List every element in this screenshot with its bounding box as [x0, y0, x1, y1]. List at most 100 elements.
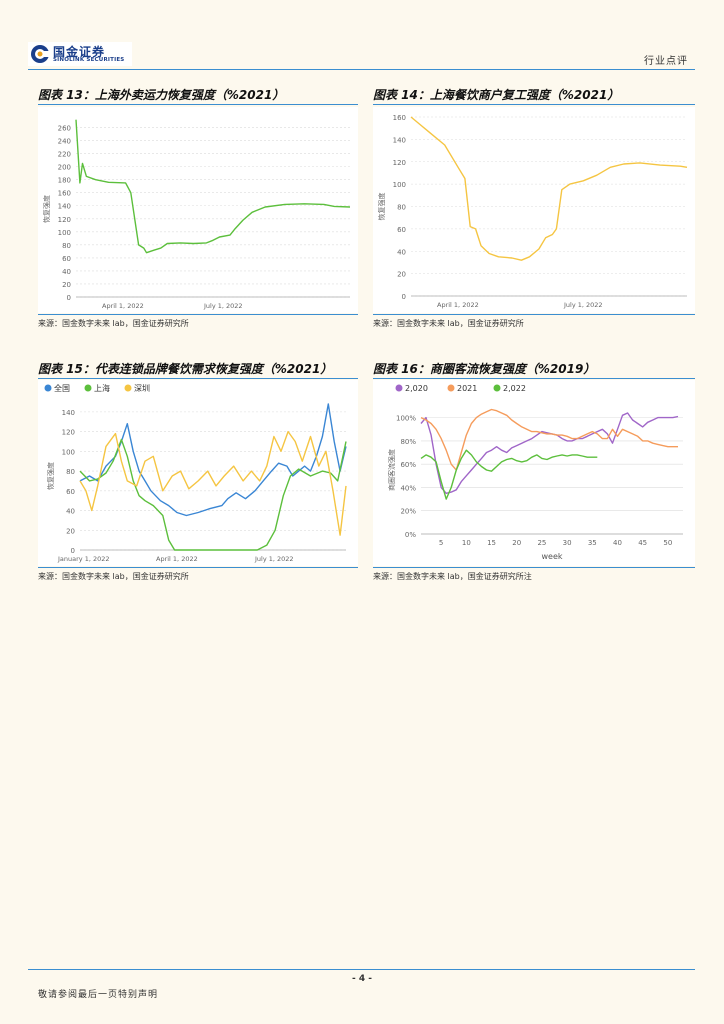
- legend-label: 全国: [54, 383, 70, 393]
- y-tick-label: 200: [58, 164, 71, 172]
- y-tick-label: 120: [62, 429, 75, 437]
- x-tick-label: 15: [487, 539, 496, 547]
- source-divider: [38, 567, 358, 568]
- y-axis-label: 恢复强度: [42, 195, 51, 223]
- page-number: - 4 -: [352, 974, 372, 984]
- y-tick-label: 0%: [405, 531, 416, 539]
- logo-english-name: SINOLINK SECURITIES: [53, 57, 125, 63]
- y-tick-label: 120: [58, 216, 71, 224]
- x-tick-label: 50: [663, 539, 672, 547]
- y-tick-label: 240: [58, 138, 71, 146]
- y-tick-label: 220: [58, 151, 71, 159]
- y-tick-label: 20: [62, 281, 71, 289]
- figure-title: 图表 16：商圈客流恢复强度（%2019）: [373, 362, 596, 376]
- y-tick-label: 80: [66, 468, 75, 476]
- x-tick-label: 10: [462, 539, 471, 547]
- footer-disclaimer: 敬请参阅最后一页特别声明: [38, 990, 159, 1000]
- y-tick-label: 120: [393, 159, 406, 167]
- series-line: [410, 116, 688, 261]
- legend-label: 上海: [94, 383, 110, 393]
- chart-13: 0 20 40 60 80 100 120 140 160 180 200 220 240 260 Apri…: [38, 107, 358, 313]
- y-tick-label: 140: [62, 409, 75, 417]
- chart-16-svg: 0% 20% 40% 60% 80% 100% 5 10 15 20 25 30 35 40 45 50 商圈客…: [387, 384, 683, 561]
- x-tick-label: 20: [512, 539, 521, 547]
- y-axis-label: 恢复强度: [46, 462, 55, 490]
- page-header: 国金证券 SINOLINK SECURITIES 行业点评: [0, 0, 724, 80]
- figure-14: 图表 14：上海餐饮商户复工强度（%2021） 0 20 40 60 80 100 120 1…: [373, 86, 695, 336]
- x-tick-label: 5: [439, 539, 443, 547]
- title-divider: [373, 378, 695, 379]
- series-line: [75, 119, 351, 254]
- series-line: [420, 408, 678, 471]
- legend-label: 深圳: [134, 383, 150, 393]
- y-tick-label: 40: [66, 508, 75, 516]
- source-divider: [373, 314, 695, 315]
- figure-title: 图表 15：代表连锁品牌餐饮需求恢复强度（%2021）: [38, 362, 333, 376]
- figure-15: 图表 15：代表连锁品牌餐饮需求恢复强度（%2021） 0 20 40 60 80 100…: [38, 360, 358, 590]
- y-tick-label: 180: [58, 177, 71, 185]
- legend-label: 2,020: [405, 384, 428, 393]
- y-tick-label: 160: [58, 190, 71, 198]
- chart-14-svg: 0 20 40 60 80 100 120 140 160 April 1, 2022 July 1…: [377, 114, 688, 309]
- x-tick-label: 45: [638, 539, 647, 547]
- company-logo: 国金证券 SINOLINK SECURITIES: [28, 42, 132, 66]
- y-tick-label: 20: [397, 271, 406, 279]
- y-tick-label: 0: [402, 293, 406, 301]
- y-tick-label: 100%: [396, 415, 416, 423]
- series-line: [79, 438, 347, 551]
- legend-marker: [44, 384, 52, 392]
- x-tick-label: 30: [563, 539, 572, 547]
- figure-16: 图表 16：商圈客流恢复强度（%2019） 0% 20% 40% 60% 80% 100%…: [373, 360, 695, 590]
- y-axis-label: 商圈客流强度: [387, 449, 396, 491]
- series-line: [420, 449, 598, 500]
- y-tick-label: 100: [62, 448, 75, 456]
- y-tick-label: 40%: [400, 484, 416, 492]
- y-tick-label: 80: [62, 242, 71, 250]
- y-tick-label: 20: [66, 527, 75, 535]
- y-tick-label: 140: [393, 136, 406, 144]
- figure-title: 图表 13：上海外卖运力恢复强度（%2021）: [38, 88, 285, 102]
- x-tick-label: January 1, 2022: [57, 555, 110, 563]
- y-tick-label: 60%: [400, 461, 416, 469]
- y-tick-label: 260: [58, 125, 71, 133]
- x-tick-label: 25: [537, 539, 546, 547]
- figure-source: 来源：国金数字未来 lab，国金证券研究所注: [373, 572, 532, 581]
- x-tick-label: July 1, 2022: [563, 301, 603, 309]
- title-divider: [38, 104, 358, 105]
- header-divider: [28, 69, 695, 70]
- chart-15: 0 20 40 60 80 100 120 140 January 1, 2022 April 1…: [38, 380, 358, 566]
- chart-13-svg: 0 20 40 60 80 100 120 140 160 180 200 220 240 260 Apri…: [42, 119, 351, 310]
- x-tick-label: April 1, 2022: [102, 302, 144, 310]
- y-tick-label: 40: [62, 268, 71, 276]
- x-tick-label: 40: [613, 539, 622, 547]
- y-tick-label: 80: [397, 204, 406, 212]
- y-tick-label: 100: [393, 181, 406, 189]
- series-line: [79, 403, 347, 517]
- legend-marker: [395, 384, 403, 392]
- chart-14: 0 20 40 60 80 100 120 140 160 April 1, 2022 July 1…: [373, 107, 695, 313]
- y-tick-label: 40: [397, 248, 406, 256]
- y-tick-label: 0: [67, 294, 71, 302]
- chart-16: 0% 20% 40% 60% 80% 100% 5 10 15 20 25 30 35 40 45 50 商圈客…: [373, 380, 695, 566]
- y-tick-label: 60: [66, 488, 75, 496]
- source-divider: [373, 567, 695, 568]
- logo-chinese-name: 国金证券: [53, 45, 106, 59]
- legend-label: 2,022: [503, 384, 526, 393]
- y-tick-label: 20%: [400, 508, 416, 516]
- y-tick-label: 60: [397, 226, 406, 234]
- y-axis-label: 恢复强度: [377, 193, 386, 221]
- title-divider: [373, 104, 695, 105]
- x-tick-label: July 1, 2022: [203, 302, 243, 310]
- y-tick-label: 100: [58, 229, 71, 237]
- y-tick-label: 140: [58, 203, 71, 211]
- series-line: [79, 430, 347, 536]
- figure-source: 来源：国金数字未来 lab，国金证券研究所: [373, 319, 524, 328]
- source-divider: [38, 314, 358, 315]
- y-tick-label: 160: [393, 114, 406, 122]
- y-tick-label: 60: [62, 255, 71, 263]
- figure-13: 图表 13：上海外卖运力恢复强度（%2021） 0 20 40 60 80 100 120 1…: [38, 86, 358, 336]
- x-tick-label: April 1, 2022: [437, 301, 479, 309]
- x-tick-label: July 1, 2022: [254, 555, 294, 563]
- legend-marker: [447, 384, 455, 392]
- series-line: [420, 412, 679, 494]
